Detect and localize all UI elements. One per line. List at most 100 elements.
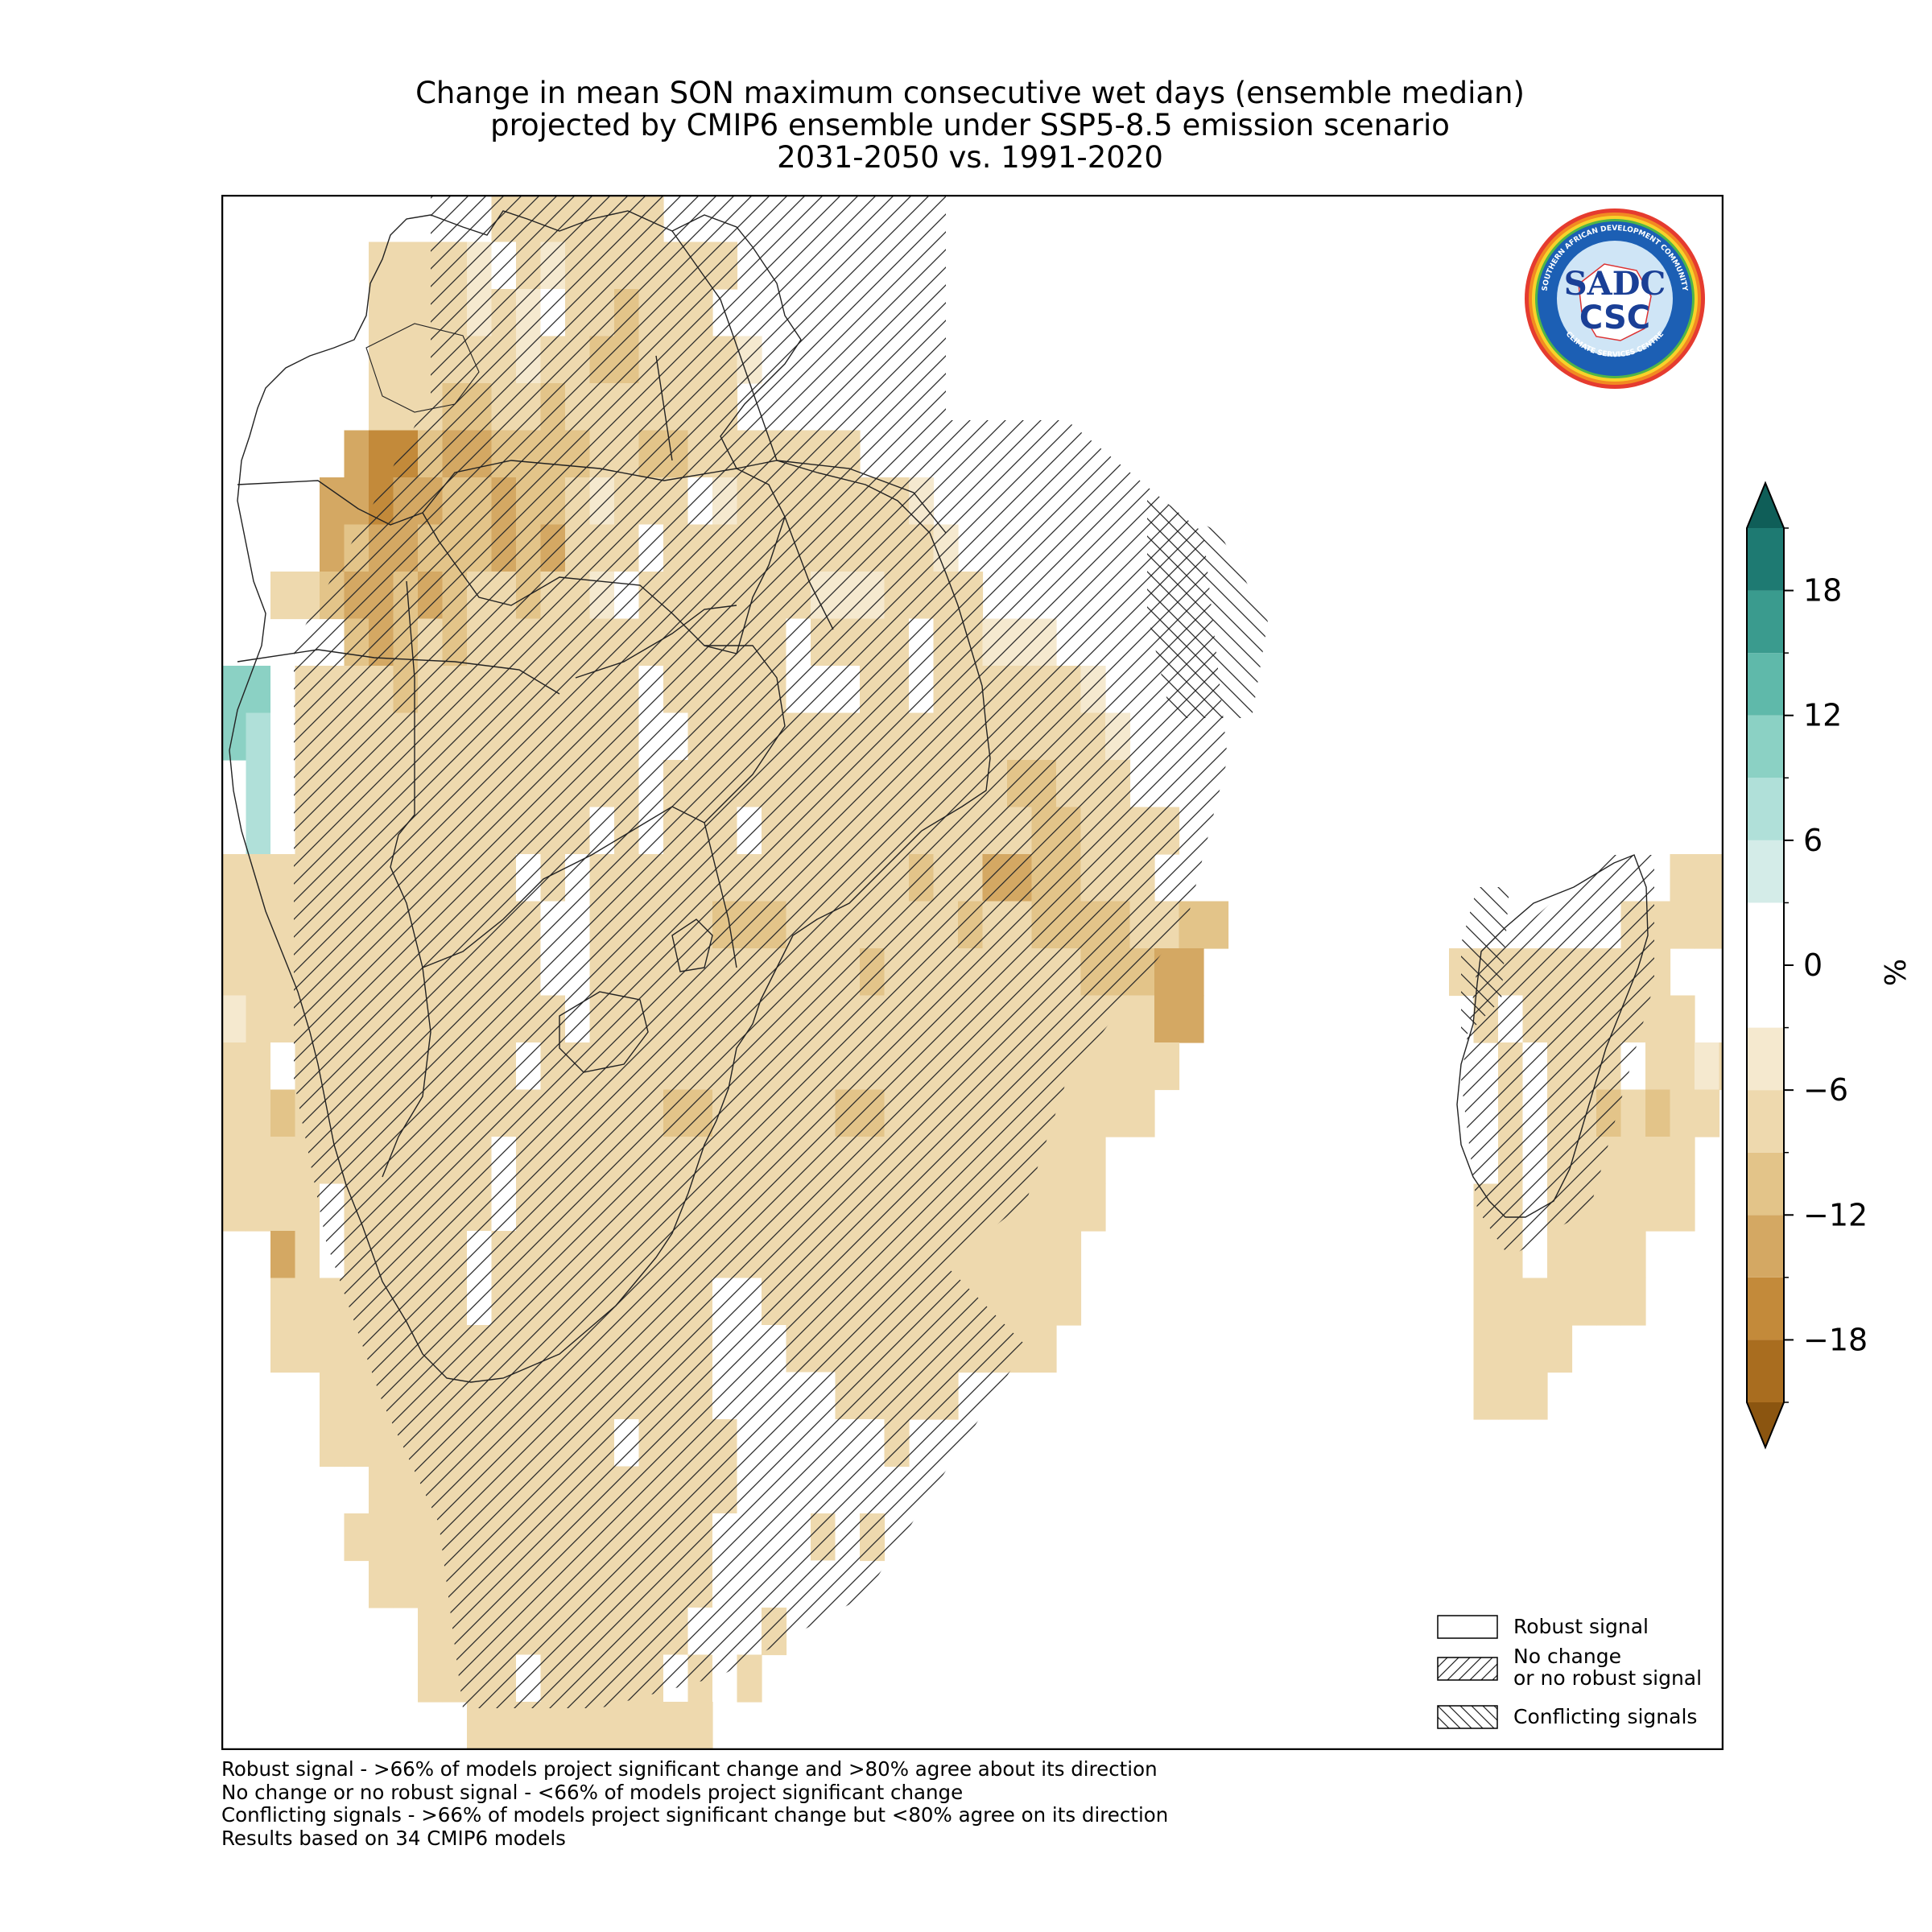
grid-cell [418,1608,444,1656]
chart-title: Change in mean SON maximum consecutive w… [217,77,1723,174]
grid-cell [565,1702,591,1750]
grid-cell [1620,1278,1646,1326]
grid-cell [1498,1278,1524,1326]
grid-cell [344,1419,369,1468]
colorbar-segment [1747,1340,1784,1402]
grid-cell [270,1089,296,1137]
note-conflicting: Conflicting signals - >66% of models pro… [221,1803,1169,1827]
grid-cell [418,1654,444,1703]
grid-cell [369,383,394,431]
border-botswana-sa [422,806,705,968]
grid-cell [344,1513,369,1562]
colorbar-tick-label: 12 [1803,698,1842,733]
grid-cell [1473,1325,1499,1373]
grid-cell [1498,1372,1524,1420]
grid-cell [589,1702,615,1750]
grid-cell [270,712,296,761]
grid-cell [393,289,419,337]
grid-cell [369,1560,394,1608]
logo-emblem: SOUTHERN AFRICAN DEVELOPMENT COMMUNITY C… [1525,208,1705,389]
colorbar-tick-label: −18 [1803,1322,1868,1357]
grid-cell [1670,1089,1695,1137]
colorbar-segment [1747,528,1784,591]
grid-cell [369,1466,394,1514]
colorbar: 18 12 6 0 −6 −12 −18 % [1746,481,1913,1450]
footnotes: Robust signal - >66% of models project s… [221,1757,1169,1850]
colorbar-segment [1747,1090,1784,1153]
grid-cell [320,1278,345,1326]
colorbar-tick-label: 18 [1803,573,1842,609]
grid-cell [369,242,394,290]
grid-cell [1620,1137,1646,1185]
grid-cell [246,948,271,997]
grid-cell [295,1325,320,1373]
grid-cell [270,1137,296,1185]
grid-cell [1620,1089,1646,1137]
sadc-csc-logo: SOUTHERN AFRICAN DEVELOPMENT COMMUNITY C… [1524,208,1706,390]
grid-cell [1007,1278,1033,1326]
grid-cell [614,1702,640,1750]
logo-csc-text: CSC [1579,299,1650,336]
grid-cell [270,760,296,808]
grid-cell [221,1089,247,1137]
grid-cell [1645,1042,1671,1091]
grid-cell [1571,1278,1597,1326]
border-sa-mozambique [704,822,737,968]
grid-cell [1031,1231,1057,1279]
border-mozambique-north [776,460,947,534]
grid-cell [1645,1137,1671,1185]
grid-cell [270,1231,296,1279]
grid-cell [393,383,419,431]
grid-cell [1522,1325,1548,1373]
grid-cell [369,1513,394,1562]
grid-cell [369,336,394,384]
grid-cell [1670,854,1695,902]
grid-cell [1498,1325,1524,1373]
grid-cell [320,1419,345,1468]
grid-cell [369,1419,394,1468]
grid-cell [393,242,419,290]
grid-cell [344,1372,369,1420]
lesotho-outline [559,991,649,1073]
grid-cell [1129,995,1155,1043]
grid-cell [221,1137,247,1185]
grid-cell [221,1042,247,1091]
legend-label-no-change-2: or no robust signal [1513,1666,1703,1690]
grid-cell [540,1702,566,1750]
note-no-change: No change or no robust signal - <66% of … [221,1780,964,1804]
border-zimbabwe-mozambique [704,645,786,824]
colorbar-tick-label: 6 [1803,823,1823,858]
grid-cell [1080,1137,1106,1185]
title-line-2: projected by CMIP6 ensemble under SSP5-8… [490,108,1450,142]
grid-cell [467,1702,493,1750]
grid-cell [1547,1231,1573,1279]
grid-cell [295,1278,320,1326]
grid-cell [270,1325,296,1373]
grid-cell [1695,1089,1720,1137]
grid-cell [393,336,419,384]
grid-cell [1473,1372,1499,1420]
colorbar-segment [1747,1027,1784,1091]
grid-cell [1080,1183,1106,1232]
colorbar-segment [1747,715,1784,778]
grid-cell [1670,995,1695,1043]
grid-cell [1056,1183,1082,1232]
grid-cell [246,995,271,1043]
map-panel [221,195,1724,1750]
grid-cell [1080,1089,1106,1137]
grid-cell [369,430,394,478]
lake-victoria-area [365,323,480,413]
grid-cell [369,289,394,337]
grid-cell [1129,1042,1155,1091]
colorbar-segments [1746,481,1785,1450]
legend-swatch-no-change [1437,1657,1498,1681]
grid-cell [221,712,247,761]
grid-cell [393,1466,419,1514]
grid-cell [1670,1042,1695,1091]
colorbar-extend-low [1747,1402,1784,1447]
grid-cell [1154,995,1180,1043]
grid-cell [221,948,247,997]
legend-swatch-robust [1437,1615,1498,1639]
grid-cell [1031,1183,1057,1232]
grid-cell [516,1702,542,1750]
